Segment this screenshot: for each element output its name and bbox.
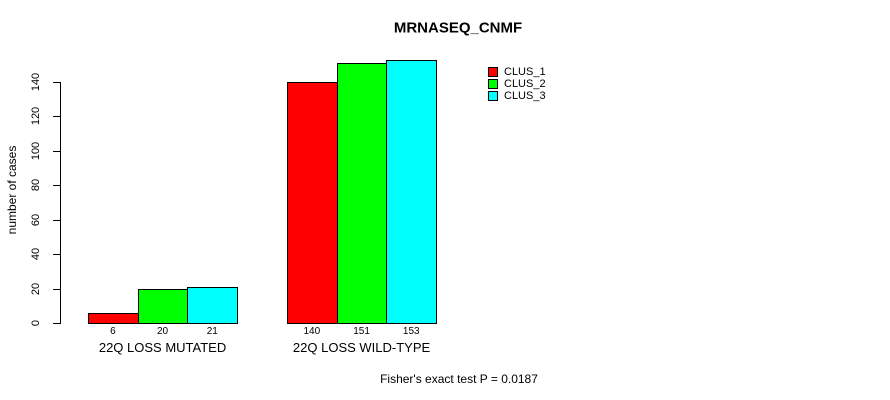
- bar-value-label: 140: [303, 325, 321, 337]
- category-label: 22Q LOSS WILD-TYPE: [292, 339, 431, 355]
- bar-clus_3: [386, 59, 437, 324]
- y-axis-line: [60, 82, 61, 324]
- y-tick-label: 0: [30, 319, 42, 327]
- fisher-test-annotation: Fisher's exact test P = 0.0187: [380, 372, 538, 386]
- y-tick: [53, 254, 60, 255]
- bar-value-label: 153: [402, 325, 420, 337]
- legend-item: CLUS_3: [488, 90, 546, 102]
- bar-value-label: 20: [156, 325, 169, 337]
- category-label: 22Q LOSS MUTATED: [98, 339, 227, 355]
- bar-clus_1: [287, 82, 338, 324]
- y-tick: [53, 220, 60, 221]
- y-tick-label: 140: [30, 72, 42, 92]
- bar-clus_2: [337, 63, 388, 324]
- y-axis-title: number of cases: [5, 145, 19, 235]
- y-tick: [53, 116, 60, 117]
- y-tick: [53, 323, 60, 324]
- y-tick: [53, 82, 60, 83]
- y-tick-label: 20: [30, 282, 42, 295]
- y-tick-label: 100: [30, 141, 42, 161]
- y-tick-label: 40: [30, 248, 42, 261]
- legend-label: CLUS_1: [504, 65, 546, 78]
- legend-swatch-clus_2: [488, 79, 498, 89]
- legend-swatch-clus_3: [488, 91, 498, 101]
- bar-clus_2: [138, 288, 189, 324]
- y-tick-label: 80: [30, 179, 42, 192]
- legend-swatch-clus_1: [488, 67, 498, 77]
- bar-value-label: 6: [110, 325, 116, 337]
- y-tick: [53, 289, 60, 290]
- y-tick: [53, 151, 60, 152]
- bar-clus_3: [187, 286, 238, 324]
- bar-clus_1: [88, 312, 139, 324]
- bar-value-label: 21: [206, 325, 218, 337]
- chart-title: MRNASEQ_CNMF: [393, 19, 523, 37]
- legend-label: CLUS_3: [504, 89, 546, 102]
- y-tick: [53, 185, 60, 186]
- legend-item: CLUS_1: [488, 66, 546, 78]
- y-tick-label: 60: [30, 213, 42, 226]
- legend-label: CLUS_2: [504, 77, 546, 90]
- legend: CLUS_1 CLUS_2 CLUS_3: [488, 66, 546, 102]
- bar-value-label: 151: [353, 325, 370, 337]
- legend-item: CLUS_2: [488, 78, 546, 90]
- y-tick-label: 120: [30, 107, 42, 126]
